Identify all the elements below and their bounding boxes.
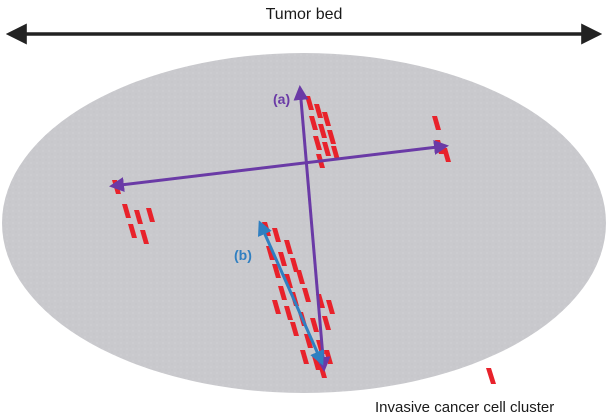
tumor-bed-ellipse xyxy=(2,53,606,393)
cancer-cell-icon xyxy=(134,210,143,224)
cancer-cell-icon xyxy=(146,208,155,222)
cancer-cell-icon xyxy=(140,230,149,244)
cancer-cell-icon xyxy=(432,116,441,130)
cancer-cell-icon xyxy=(128,224,137,238)
tumor-bed-title: Tumor bed xyxy=(266,6,343,23)
measurement-a-horizontal-arrow xyxy=(109,139,449,193)
measurement-a-label: (a) xyxy=(273,91,290,107)
measurement-b-label: (b) xyxy=(234,247,252,263)
legend-cell-cluster-icon xyxy=(486,368,496,384)
legend-label: Invasive cancer cell cluster xyxy=(375,399,554,416)
cancer-cell-icon xyxy=(122,204,131,218)
measurement-b-arrow xyxy=(258,220,324,366)
